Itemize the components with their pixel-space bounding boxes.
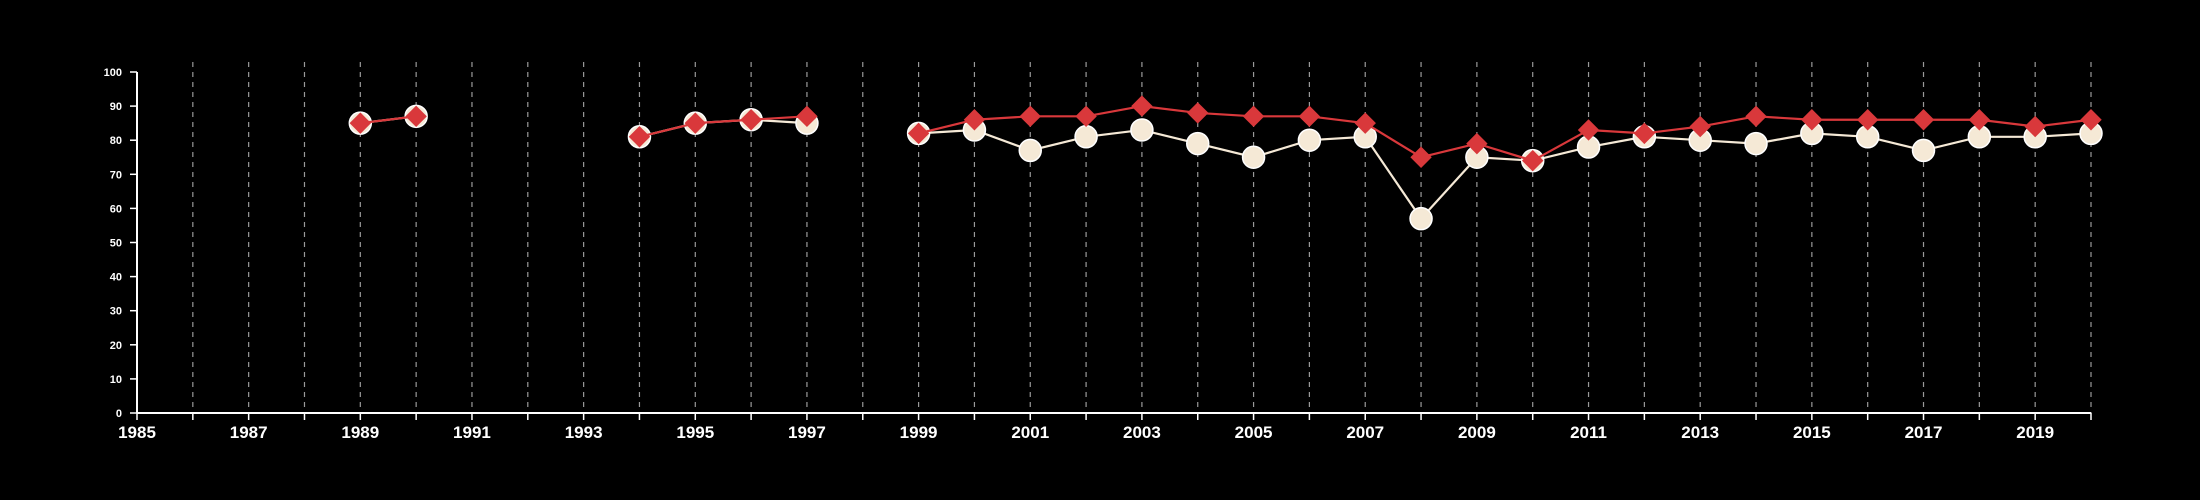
series-1	[348, 104, 2103, 231]
x-tick-label: 1993	[565, 423, 603, 442]
data-point	[1577, 119, 1600, 141]
y-tick-label: 10	[110, 374, 122, 386]
x-tick-label: 2003	[1123, 423, 1161, 442]
x-tick-label: 1991	[453, 423, 491, 442]
data-point	[349, 112, 372, 134]
gridlines	[192, 62, 2092, 413]
data-point	[1856, 109, 1879, 131]
data-point	[796, 105, 818, 128]
data-point	[628, 126, 651, 148]
data-point	[1410, 146, 1432, 168]
data-point	[907, 122, 930, 145]
data-point	[1185, 131, 1210, 156]
data-point	[1968, 109, 1991, 131]
y-tick-label: 90	[110, 101, 122, 113]
x-tick-label: 2013	[1681, 423, 1719, 442]
series-2	[349, 95, 2102, 172]
x-tick-label: 2005	[1235, 423, 1273, 442]
y-tick-label: 50	[110, 238, 122, 250]
data-point	[684, 112, 706, 134]
data-point	[1242, 105, 1265, 128]
data-point	[1074, 125, 1098, 149]
x-tick-label: 1995	[676, 423, 714, 442]
x-tick-label: 2001	[1011, 423, 1049, 442]
data-point	[1522, 149, 1544, 172]
series-1-line	[918, 128, 2092, 221]
y-tick-label: 30	[110, 306, 122, 318]
data-point	[1745, 105, 1767, 128]
data-point	[1130, 118, 1154, 142]
x-tick-label: 2009	[1458, 423, 1496, 442]
data-point	[1018, 138, 1043, 163]
series-group	[348, 95, 2103, 231]
y-tick-label: 80	[110, 135, 122, 147]
data-point	[1297, 128, 1322, 152]
x-tick-label: 2019	[2016, 423, 2054, 442]
data-point	[740, 109, 762, 131]
x-tick-label: 1987	[230, 423, 268, 442]
y-tick-label: 70	[110, 169, 122, 181]
data-point	[1019, 105, 1041, 128]
axes: 1985 1987 1989 1991 1993 1995 1997 1999 2001 2003…	[104, 67, 2092, 442]
data-point	[1466, 132, 1488, 155]
x-tick-label: 1999	[900, 423, 938, 442]
data-point	[1409, 206, 1433, 231]
y-tick-label: 40	[110, 272, 122, 284]
x-tick-label: 1989	[341, 423, 379, 442]
x-tick-label: 2007	[1346, 423, 1384, 442]
y-tick-label: 0	[116, 408, 122, 420]
x-tick-label: 2017	[1905, 423, 1943, 442]
data-point	[1912, 109, 1935, 131]
data-point	[1131, 95, 1153, 117]
data-point	[1911, 138, 1936, 163]
series-2-line	[639, 115, 808, 138]
y-tick-label: 60	[110, 203, 122, 215]
x-tick-label: 1997	[788, 423, 826, 442]
data-point	[1744, 131, 1768, 156]
series-2-line	[918, 104, 2092, 162]
data-point	[1633, 122, 1656, 145]
data-point	[2024, 115, 2046, 138]
x-tick-label: 2011	[1570, 423, 1607, 442]
data-point	[1241, 145, 1266, 169]
y-tick-label: 20	[110, 340, 122, 352]
data-point	[1298, 105, 1321, 128]
data-point	[963, 109, 986, 131]
x-tick-label: 2015	[1793, 423, 1831, 442]
data-point	[405, 105, 427, 128]
data-point	[1187, 102, 1209, 124]
data-point	[1689, 115, 1711, 138]
y-tick-label: 100	[104, 67, 122, 79]
data-point	[1354, 112, 1376, 134]
x-tick-label: 1985	[118, 423, 156, 442]
data-point	[1801, 109, 1823, 131]
data-point	[1075, 105, 1097, 128]
data-point	[2080, 109, 2102, 131]
